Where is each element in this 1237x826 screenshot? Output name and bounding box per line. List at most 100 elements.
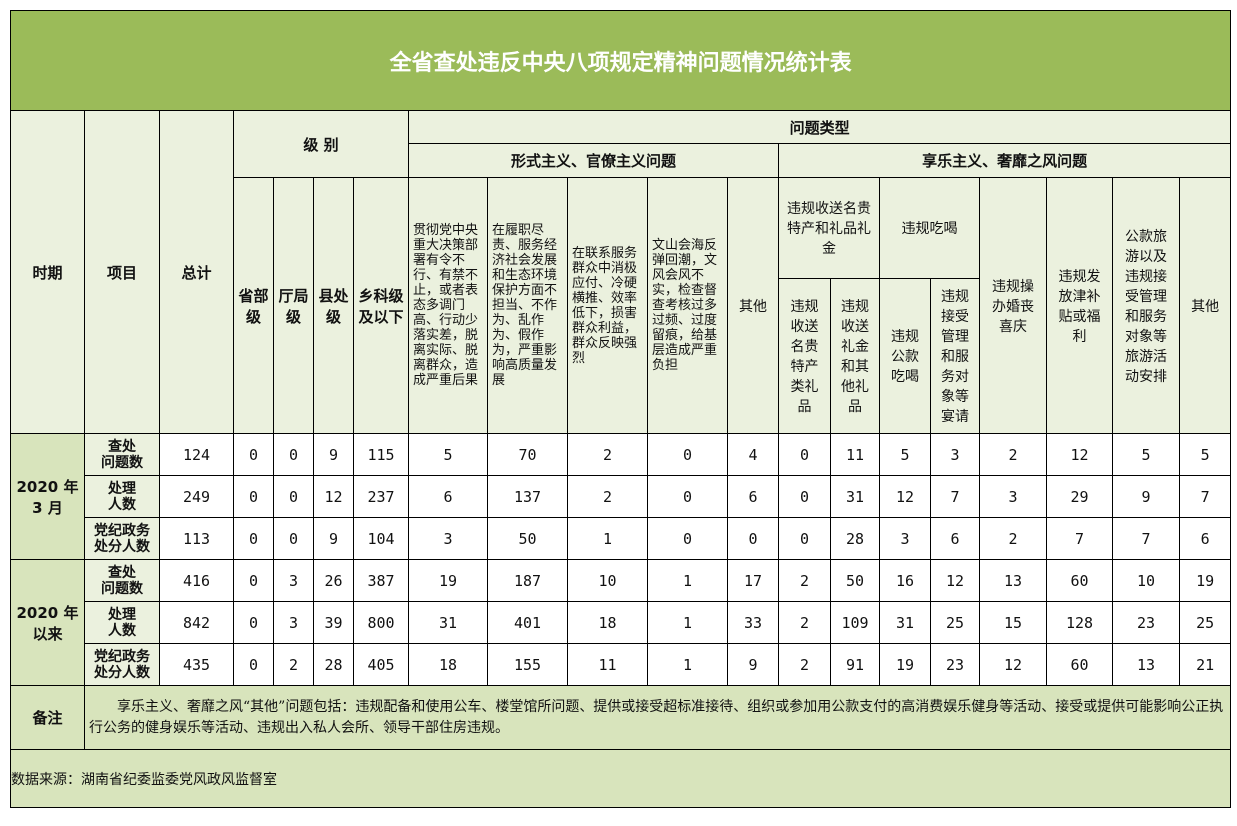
value-cell: 12 — [979, 643, 1047, 686]
value-cell: 0 — [778, 433, 831, 476]
value-cell: 91 — [830, 643, 880, 686]
gifts-header: 违规收送名贵特产和礼品礼金 — [778, 177, 880, 279]
item-cell: 党纪政务 处分人数 — [84, 643, 160, 686]
item-cell: 查处 问题数 — [84, 433, 160, 476]
value-cell: 19 — [879, 643, 931, 686]
value-cell: 800 — [353, 601, 409, 644]
value-cell: 401 — [487, 601, 568, 644]
value-cell: 1 — [647, 643, 728, 686]
value-cell: 13 — [1112, 643, 1180, 686]
value-cell: 109 — [830, 601, 880, 644]
dining-header: 违规吃喝 — [879, 177, 980, 279]
formalism-col-1: 贯彻党中央重大决策部署有令不行、有禁不止，或者表态多调门高、行动少落实差，脱离实… — [408, 177, 488, 434]
value-cell: 9 — [727, 643, 779, 686]
value-cell: 50 — [487, 517, 568, 560]
value-cell: 187 — [487, 559, 568, 602]
level-bureau-header: 厅局级 — [273, 177, 314, 434]
table-row: 党纪政务 处分人数 435 0 2 28 405 18 155 11 1 9 2 91 19 23 12 60 1… — [11, 643, 1232, 686]
table-row: 党纪政务 处分人数 113 0 0 9 104 3 50 1 0 0 0 28 3 6 2 7 7 6 — [11, 517, 1232, 560]
value-cell: 9 — [1112, 475, 1180, 518]
table-title: 全省查处违反中央八项规定精神问题情况统计表 — [9, 10, 1232, 111]
item-cell: 处理 人数 — [84, 475, 160, 518]
formalism-other-header: 其他 — [727, 177, 779, 434]
value-cell: 5 — [1178, 433, 1232, 476]
item-cell: 党纪政务 处分人数 — [84, 517, 160, 560]
value-cell: 0 — [647, 517, 728, 560]
value-cell: 104 — [353, 517, 409, 560]
item-header: 项目 — [84, 110, 160, 434]
table-row: 处理 人数 249 0 0 12 237 6 137 2 0 6 0 31 12 7 3 29 9 7 — [11, 475, 1232, 518]
value-cell: 237 — [353, 475, 409, 518]
value-cell: 18 — [567, 601, 648, 644]
value-cell: 12 — [930, 559, 980, 602]
table-row: 2020 年 3 月查处 问题数 124 0 0 9 115 5 70 2 0 4 0 11 5 3 2 12 5… — [10, 433, 1232, 560]
value-cell: 0 — [273, 433, 314, 476]
value-cell: 39 — [313, 601, 354, 644]
value-cell: 2 — [979, 433, 1047, 476]
total-header: 总计 — [159, 110, 234, 434]
value-cell: 19 — [1178, 559, 1232, 602]
value-cell: 50 — [830, 559, 880, 602]
formalism-col-2: 在履职尽责、服务经济社会发展和生态环境保护方面不担当、不作为、乱作为、假作为，严… — [487, 177, 568, 434]
value-cell: 60 — [1046, 559, 1113, 602]
total-cell: 842 — [159, 601, 234, 644]
value-cell: 9 — [313, 433, 354, 476]
value-cell: 1 — [647, 601, 728, 644]
value-cell: 12 — [313, 475, 354, 518]
value-cell: 5 — [1112, 433, 1180, 476]
table-row: 处理 人数 842 0 3 39 800 31 401 18 1 33 2 109 31 25 15 128 23… — [11, 601, 1232, 644]
total-cell: 416 — [159, 559, 234, 602]
value-cell: 13 — [979, 559, 1047, 602]
value-cell: 19 — [408, 559, 488, 602]
gifts-cash-header: 违规收送礼金和其他礼品 — [830, 278, 880, 434]
value-cell: 0 — [778, 475, 831, 518]
value-cell: 0 — [233, 517, 274, 560]
total-cell: 113 — [159, 517, 234, 560]
total-cell: 124 — [159, 433, 234, 476]
value-cell: 12 — [1046, 433, 1113, 476]
value-cell: 29 — [1046, 475, 1113, 518]
value-cell: 3 — [273, 601, 314, 644]
travel-header: 公款旅游以及违规接受管理和服务对象等旅游活动安排 — [1112, 177, 1180, 434]
level-township-header: 乡科级及以下 — [353, 177, 409, 434]
value-cell: 2 — [567, 433, 648, 476]
value-cell: 28 — [830, 517, 880, 560]
value-cell: 10 — [567, 559, 648, 602]
value-cell: 128 — [1046, 601, 1113, 644]
value-cell: 26 — [313, 559, 354, 602]
formalism-col-3: 在联系服务群众中消极应付、冷硬横推、效率低下，损害群众利益，群众反映强烈 — [567, 177, 648, 434]
weddings-header: 违规操办婚丧喜庆 — [979, 177, 1047, 434]
value-cell: 4 — [727, 433, 779, 476]
table-row: 2020 年 以来 查处 问题数 416 0 3 26 387 19 187 10 1 17 2 50 16… — [10, 559, 1232, 686]
value-cell: 11 — [830, 433, 880, 476]
value-cell: 2 — [273, 643, 314, 686]
value-cell: 7 — [1178, 475, 1232, 518]
value-cell: 7 — [930, 475, 980, 518]
value-cell: 25 — [930, 601, 980, 644]
value-cell: 6 — [727, 475, 779, 518]
allowance-header: 违规发放津补贴或福利 — [1046, 177, 1113, 434]
value-cell: 31 — [830, 475, 880, 518]
value-cell: 0 — [778, 517, 831, 560]
value-cell: 70 — [487, 433, 568, 476]
value-cell: 2 — [979, 517, 1047, 560]
period-cell: 2020 年 以来 — [10, 559, 85, 686]
dining-banquet-header: 违规接受管理和服务对象等宴请 — [930, 278, 980, 434]
value-cell: 2 — [778, 559, 831, 602]
value-cell: 7 — [1112, 517, 1180, 560]
value-cell: 3 — [879, 517, 931, 560]
value-cell: 1 — [567, 517, 648, 560]
data-source: 数据来源：湖南省纪委监委党风政风监督室 — [9, 749, 1232, 808]
item-cell: 查处 问题数 — [84, 559, 160, 602]
note-text: 享乐主义、奢靡之风“其他”问题包括：违规配备和使用公车、楼堂馆所问题、提供或接受… — [83, 685, 1232, 750]
hedonism-other-header: 其他 — [1178, 177, 1232, 434]
value-cell: 7 — [1046, 517, 1113, 560]
value-cell: 5 — [879, 433, 931, 476]
value-cell: 405 — [353, 643, 409, 686]
level-header: 级 别 — [233, 110, 409, 178]
value-cell: 3 — [930, 433, 980, 476]
value-cell: 0 — [233, 643, 274, 686]
value-cell: 18 — [408, 643, 488, 686]
value-cell: 115 — [353, 433, 409, 476]
value-cell: 0 — [727, 517, 779, 560]
